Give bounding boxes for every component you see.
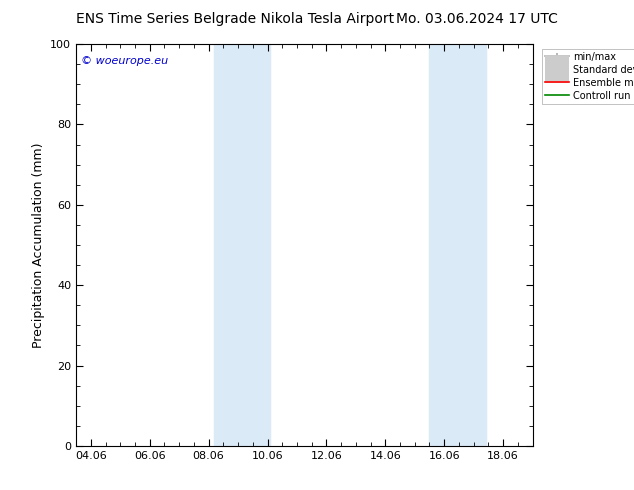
Bar (429, 44, 486, 446)
Bar (214, 44, 270, 446)
Text: ENS Time Series Belgrade Nikola Tesla Airport: ENS Time Series Belgrade Nikola Tesla Ai… (76, 12, 394, 26)
Y-axis label: Precipitation Accumulation (mm): Precipitation Accumulation (mm) (32, 142, 44, 348)
Text: Mo. 03.06.2024 17 UTC: Mo. 03.06.2024 17 UTC (396, 12, 558, 26)
Legend: min/max, Standard deviation, Ensemble mean run, Controll run: min/max, Standard deviation, Ensemble me… (542, 49, 634, 103)
Text: © woeurope.eu: © woeurope.eu (81, 56, 168, 66)
